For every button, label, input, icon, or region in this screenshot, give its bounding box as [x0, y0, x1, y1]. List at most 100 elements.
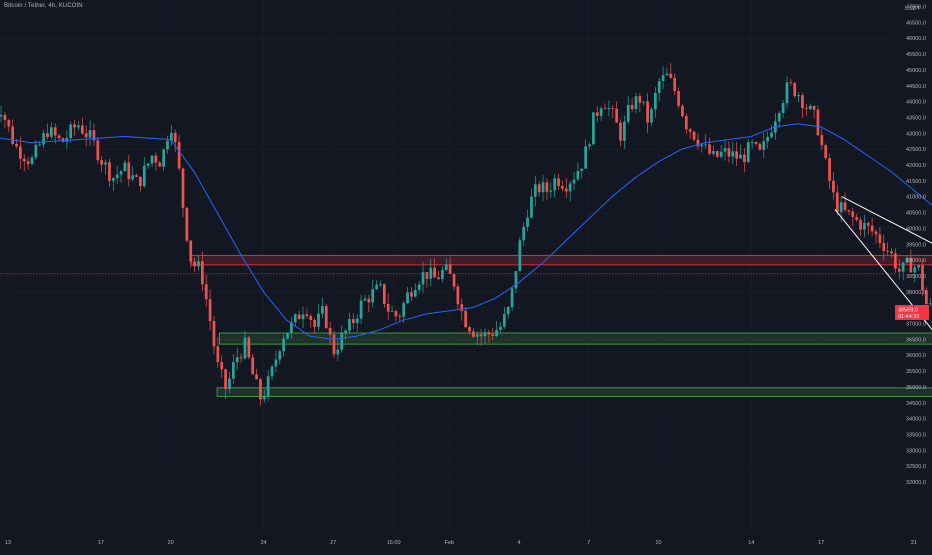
candle-down[interactable]: [158, 160, 162, 167]
candle-up[interactable]: [243, 330, 247, 360]
candle-up[interactable]: [344, 329, 347, 341]
candle-down[interactable]: [715, 150, 719, 159]
candle-down[interactable]: [22, 154, 26, 172]
candle-up[interactable]: [642, 101, 646, 106]
candle-down[interactable]: [367, 294, 371, 313]
candle-up[interactable]: [379, 280, 382, 288]
candle-down[interactable]: [57, 134, 61, 141]
candle-down[interactable]: [828, 153, 831, 190]
candle-up[interactable]: [278, 349, 282, 365]
candle-down[interactable]: [255, 368, 258, 380]
candle-up[interactable]: [592, 112, 595, 145]
candle-up[interactable]: [150, 155, 154, 168]
candle-up[interactable]: [301, 306, 305, 329]
candle-up[interactable]: [657, 77, 661, 102]
candle-down[interactable]: [96, 136, 100, 164]
candle-up[interactable]: [235, 347, 239, 370]
candle-down[interactable]: [108, 158, 111, 187]
candle-down[interactable]: [615, 101, 618, 123]
candle-down[interactable]: [456, 283, 460, 310]
candle-down[interactable]: [11, 119, 14, 146]
candle-up[interactable]: [146, 162, 150, 169]
candle-up[interactable]: [526, 209, 529, 232]
candle-down[interactable]: [793, 81, 797, 99]
candle-up[interactable]: [928, 298, 932, 307]
candle-up[interactable]: [704, 134, 708, 149]
candle-up[interactable]: [626, 95, 630, 125]
candle-down[interactable]: [154, 152, 158, 171]
candle-down[interactable]: [638, 92, 642, 113]
candles[interactable]: [0, 63, 932, 407]
candle-down[interactable]: [630, 97, 634, 113]
candle-up[interactable]: [661, 66, 665, 89]
candle-up[interactable]: [913, 264, 917, 283]
currency-label[interactable]: USDT: [905, 6, 920, 12]
candle-up[interactable]: [623, 115, 626, 149]
candle-down[interactable]: [561, 180, 564, 192]
candle-down[interactable]: [204, 274, 208, 307]
candle-down[interactable]: [309, 313, 313, 328]
candle-up[interactable]: [510, 287, 514, 312]
candle-up[interactable]: [30, 154, 34, 166]
candle-up[interactable]: [917, 264, 920, 271]
candle-up[interactable]: [348, 312, 351, 335]
candle-down[interactable]: [201, 251, 204, 292]
candle-down[interactable]: [332, 330, 336, 358]
candle-down[interactable]: [437, 270, 440, 280]
candle-down[interactable]: [491, 327, 495, 341]
candle-up[interactable]: [533, 175, 537, 207]
candle-up[interactable]: [572, 172, 576, 191]
candle-down[interactable]: [835, 184, 839, 215]
candle-down[interactable]: [305, 308, 309, 319]
candle-up[interactable]: [580, 168, 584, 179]
candle-down[interactable]: [847, 209, 851, 216]
candle-down[interactable]: [135, 173, 138, 178]
candle-up[interactable]: [530, 188, 533, 219]
candle-down[interactable]: [3, 111, 7, 129]
y-axis[interactable]: 47000.0 46500.0 46000.0 45500.0 45000.0 44500…: [906, 5, 926, 487]
candle-up[interactable]: [777, 110, 781, 128]
candle-down[interactable]: [216, 336, 220, 368]
candle-up[interactable]: [142, 157, 146, 188]
candle-down[interactable]: [646, 92, 649, 133]
candle-up[interactable]: [69, 121, 73, 143]
candle-down[interactable]: [890, 248, 893, 258]
candle-up[interactable]: [42, 129, 45, 149]
candle-up[interactable]: [123, 159, 127, 172]
candle-down[interactable]: [61, 137, 65, 143]
candle-down[interactable]: [894, 248, 897, 273]
candle-up[interactable]: [762, 132, 766, 159]
candle-down[interactable]: [410, 287, 413, 302]
candle-up[interactable]: [901, 262, 905, 281]
candle-up[interactable]: [576, 162, 580, 181]
candle-down[interactable]: [208, 289, 212, 331]
x-axis[interactable]: 131720242715:00Feb47101417212415:00Mar47…: [5, 540, 932, 546]
candle-up[interactable]: [568, 180, 572, 202]
candle-down[interactable]: [812, 105, 816, 119]
candle-down[interactable]: [100, 156, 104, 172]
candle-up[interactable]: [808, 103, 812, 111]
candle-up[interactable]: [111, 177, 115, 192]
candle-up[interactable]: [653, 87, 657, 118]
candle-up[interactable]: [750, 139, 754, 150]
candle-up[interactable]: [429, 258, 433, 287]
candle-down[interactable]: [619, 119, 622, 147]
candle-down[interactable]: [468, 325, 471, 335]
candle-up[interactable]: [746, 139, 750, 163]
candle-down[interactable]: [73, 119, 76, 137]
candle-down[interactable]: [897, 258, 901, 280]
candle-down[interactable]: [537, 181, 541, 197]
candle-down[interactable]: [727, 141, 731, 163]
candle-up[interactable]: [417, 281, 421, 295]
candle-down[interactable]: [758, 142, 762, 152]
candle-up[interactable]: [413, 283, 417, 298]
candle-up[interactable]: [321, 297, 324, 318]
candle-up[interactable]: [371, 279, 375, 308]
candle-down[interactable]: [557, 173, 560, 190]
candle-up[interactable]: [739, 144, 742, 159]
candle-up[interactable]: [402, 300, 406, 323]
candle-down[interactable]: [220, 355, 224, 378]
candle-down[interactable]: [189, 240, 193, 268]
candle-up[interactable]: [766, 131, 769, 149]
candle-down[interactable]: [886, 242, 889, 256]
